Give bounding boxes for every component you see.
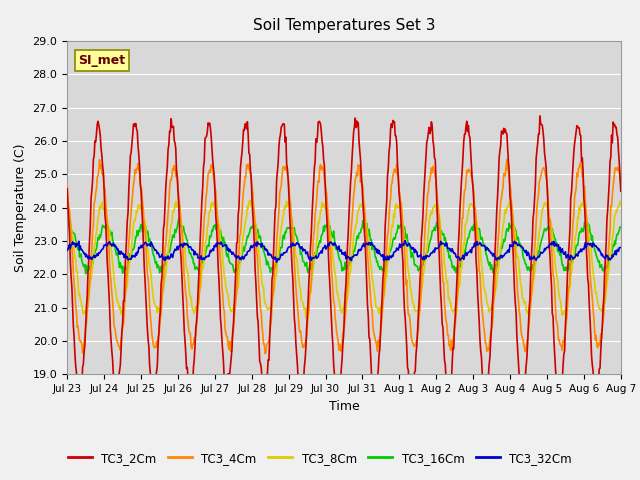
Y-axis label: Soil Temperature (C): Soil Temperature (C) bbox=[14, 144, 27, 272]
Legend: TC3_2Cm, TC3_4Cm, TC3_8Cm, TC3_16Cm, TC3_32Cm: TC3_2Cm, TC3_4Cm, TC3_8Cm, TC3_16Cm, TC3… bbox=[63, 447, 577, 469]
X-axis label: Time: Time bbox=[328, 400, 360, 413]
Text: SI_met: SI_met bbox=[78, 54, 125, 67]
Title: Soil Temperatures Set 3: Soil Temperatures Set 3 bbox=[253, 18, 435, 33]
